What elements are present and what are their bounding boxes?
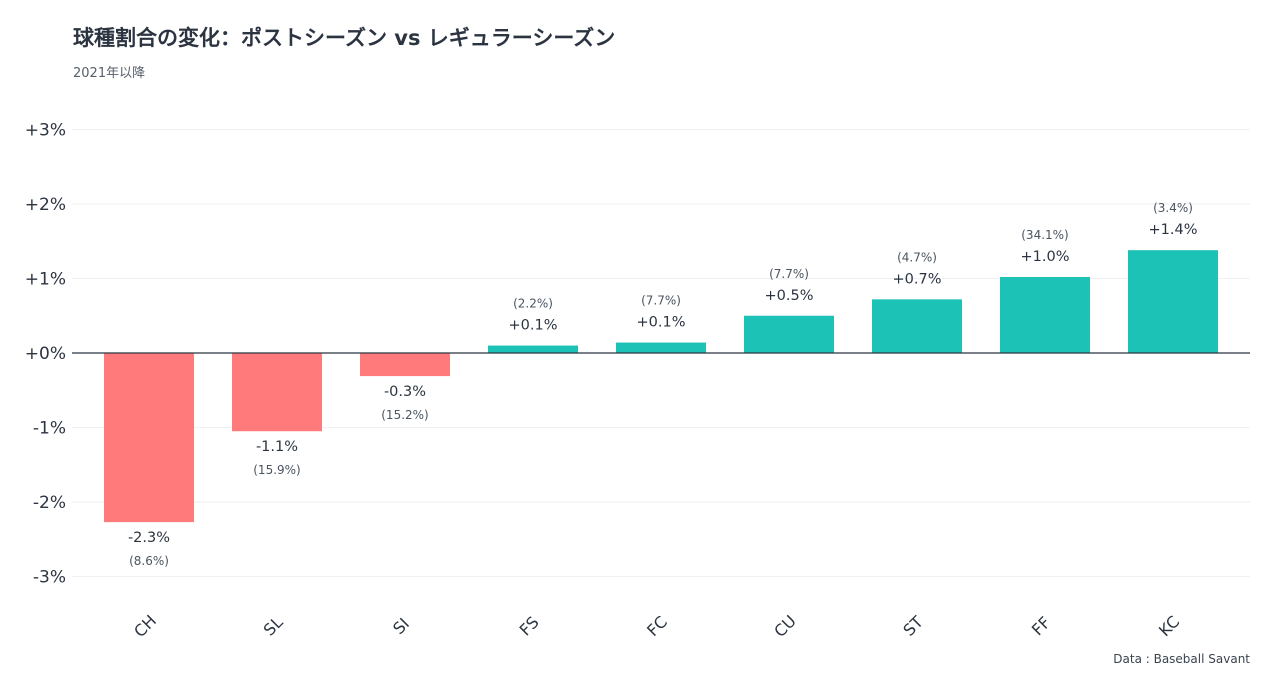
- x-tick-label: FC: [643, 612, 671, 640]
- bar-value-label: -0.3%: [384, 384, 426, 400]
- bar-fc: [616, 342, 706, 353]
- y-tick-label: -1%: [33, 419, 66, 439]
- bar-share-label: (2.2%): [513, 297, 553, 311]
- bar-cu: [744, 315, 834, 353]
- x-tick-label: FS: [516, 613, 543, 640]
- y-tick-label: -3%: [33, 568, 66, 588]
- y-tick-label: -2%: [33, 493, 66, 513]
- bar-value-label: +0.7%: [893, 271, 942, 287]
- y-tick-label: +1%: [25, 270, 66, 290]
- bar-value-label: +0.1%: [637, 315, 686, 331]
- bar-fs: [488, 345, 578, 353]
- bar-value-label: -1.1%: [256, 439, 298, 455]
- x-tick-label: SL: [260, 613, 287, 640]
- x-tick-label: ST: [899, 612, 927, 640]
- bar-ch: [104, 353, 194, 523]
- bar-value-label: -2.3%: [128, 530, 170, 546]
- bar-value-label: +0.5%: [765, 288, 814, 304]
- bar-st: [872, 299, 962, 353]
- bar-share-label: (34.1%): [1021, 228, 1068, 242]
- chart-title: 球種割合の変化：ポストシーズン vs レギュラーシーズン: [73, 26, 616, 50]
- x-tick-label: SI: [389, 614, 413, 638]
- y-tick-label: +2%: [25, 195, 66, 215]
- bar-si: [360, 353, 450, 377]
- bar-ff: [1000, 277, 1090, 353]
- bar-sl: [232, 353, 322, 432]
- x-tick-label: KC: [1155, 612, 1183, 640]
- x-tick-label: CH: [130, 611, 160, 641]
- x-tick-label: FF: [1028, 613, 1054, 639]
- bar-share-label: (15.9%): [253, 463, 300, 477]
- bar-kc: [1128, 250, 1218, 353]
- bar-share-label: (8.6%): [129, 554, 169, 568]
- x-tick-label: CU: [770, 611, 800, 641]
- y-tick-label: +0%: [25, 344, 66, 364]
- bar-value-label: +1.4%: [1149, 222, 1198, 238]
- bar-share-label: (7.7%): [641, 294, 681, 308]
- data-source: Data : Baseball Savant: [1113, 652, 1250, 666]
- bar-share-label: (7.7%): [769, 267, 809, 281]
- bar-share-label: (3.4%): [1153, 201, 1193, 215]
- bar-value-label: +0.1%: [509, 318, 558, 334]
- bar-value-label: +1.0%: [1021, 249, 1070, 265]
- chart-subtitle: 2021年以降: [73, 66, 146, 81]
- bar-share-label: (15.2%): [381, 408, 428, 422]
- bar-share-label: (4.7%): [897, 250, 937, 264]
- y-tick-label: +3%: [25, 121, 66, 141]
